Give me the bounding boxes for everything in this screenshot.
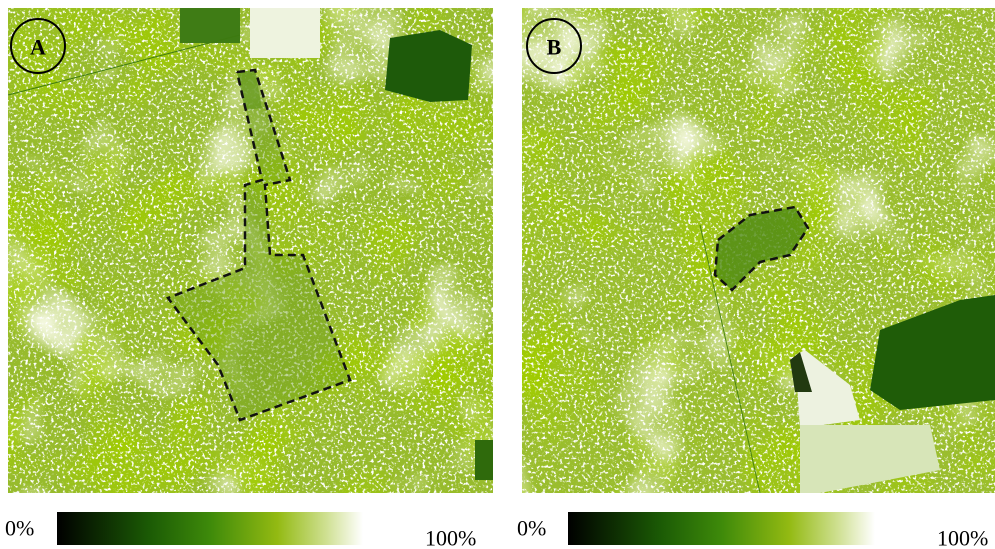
colorbar-min-label: 0% [517,516,546,541]
panel-b-image [522,8,995,493]
panel-a-image [8,8,493,493]
figure: A B 0% 100% 0% 100% [0,0,995,549]
panel-label: A [30,35,46,60]
panel-label: B [547,35,562,60]
colorbar [568,512,875,545]
colorbar [57,512,363,545]
colorbar-max-label: 100% [937,526,988,549]
colorbar-min-label: 0% [5,516,34,541]
colorbar-max-label: 100% [425,526,476,549]
